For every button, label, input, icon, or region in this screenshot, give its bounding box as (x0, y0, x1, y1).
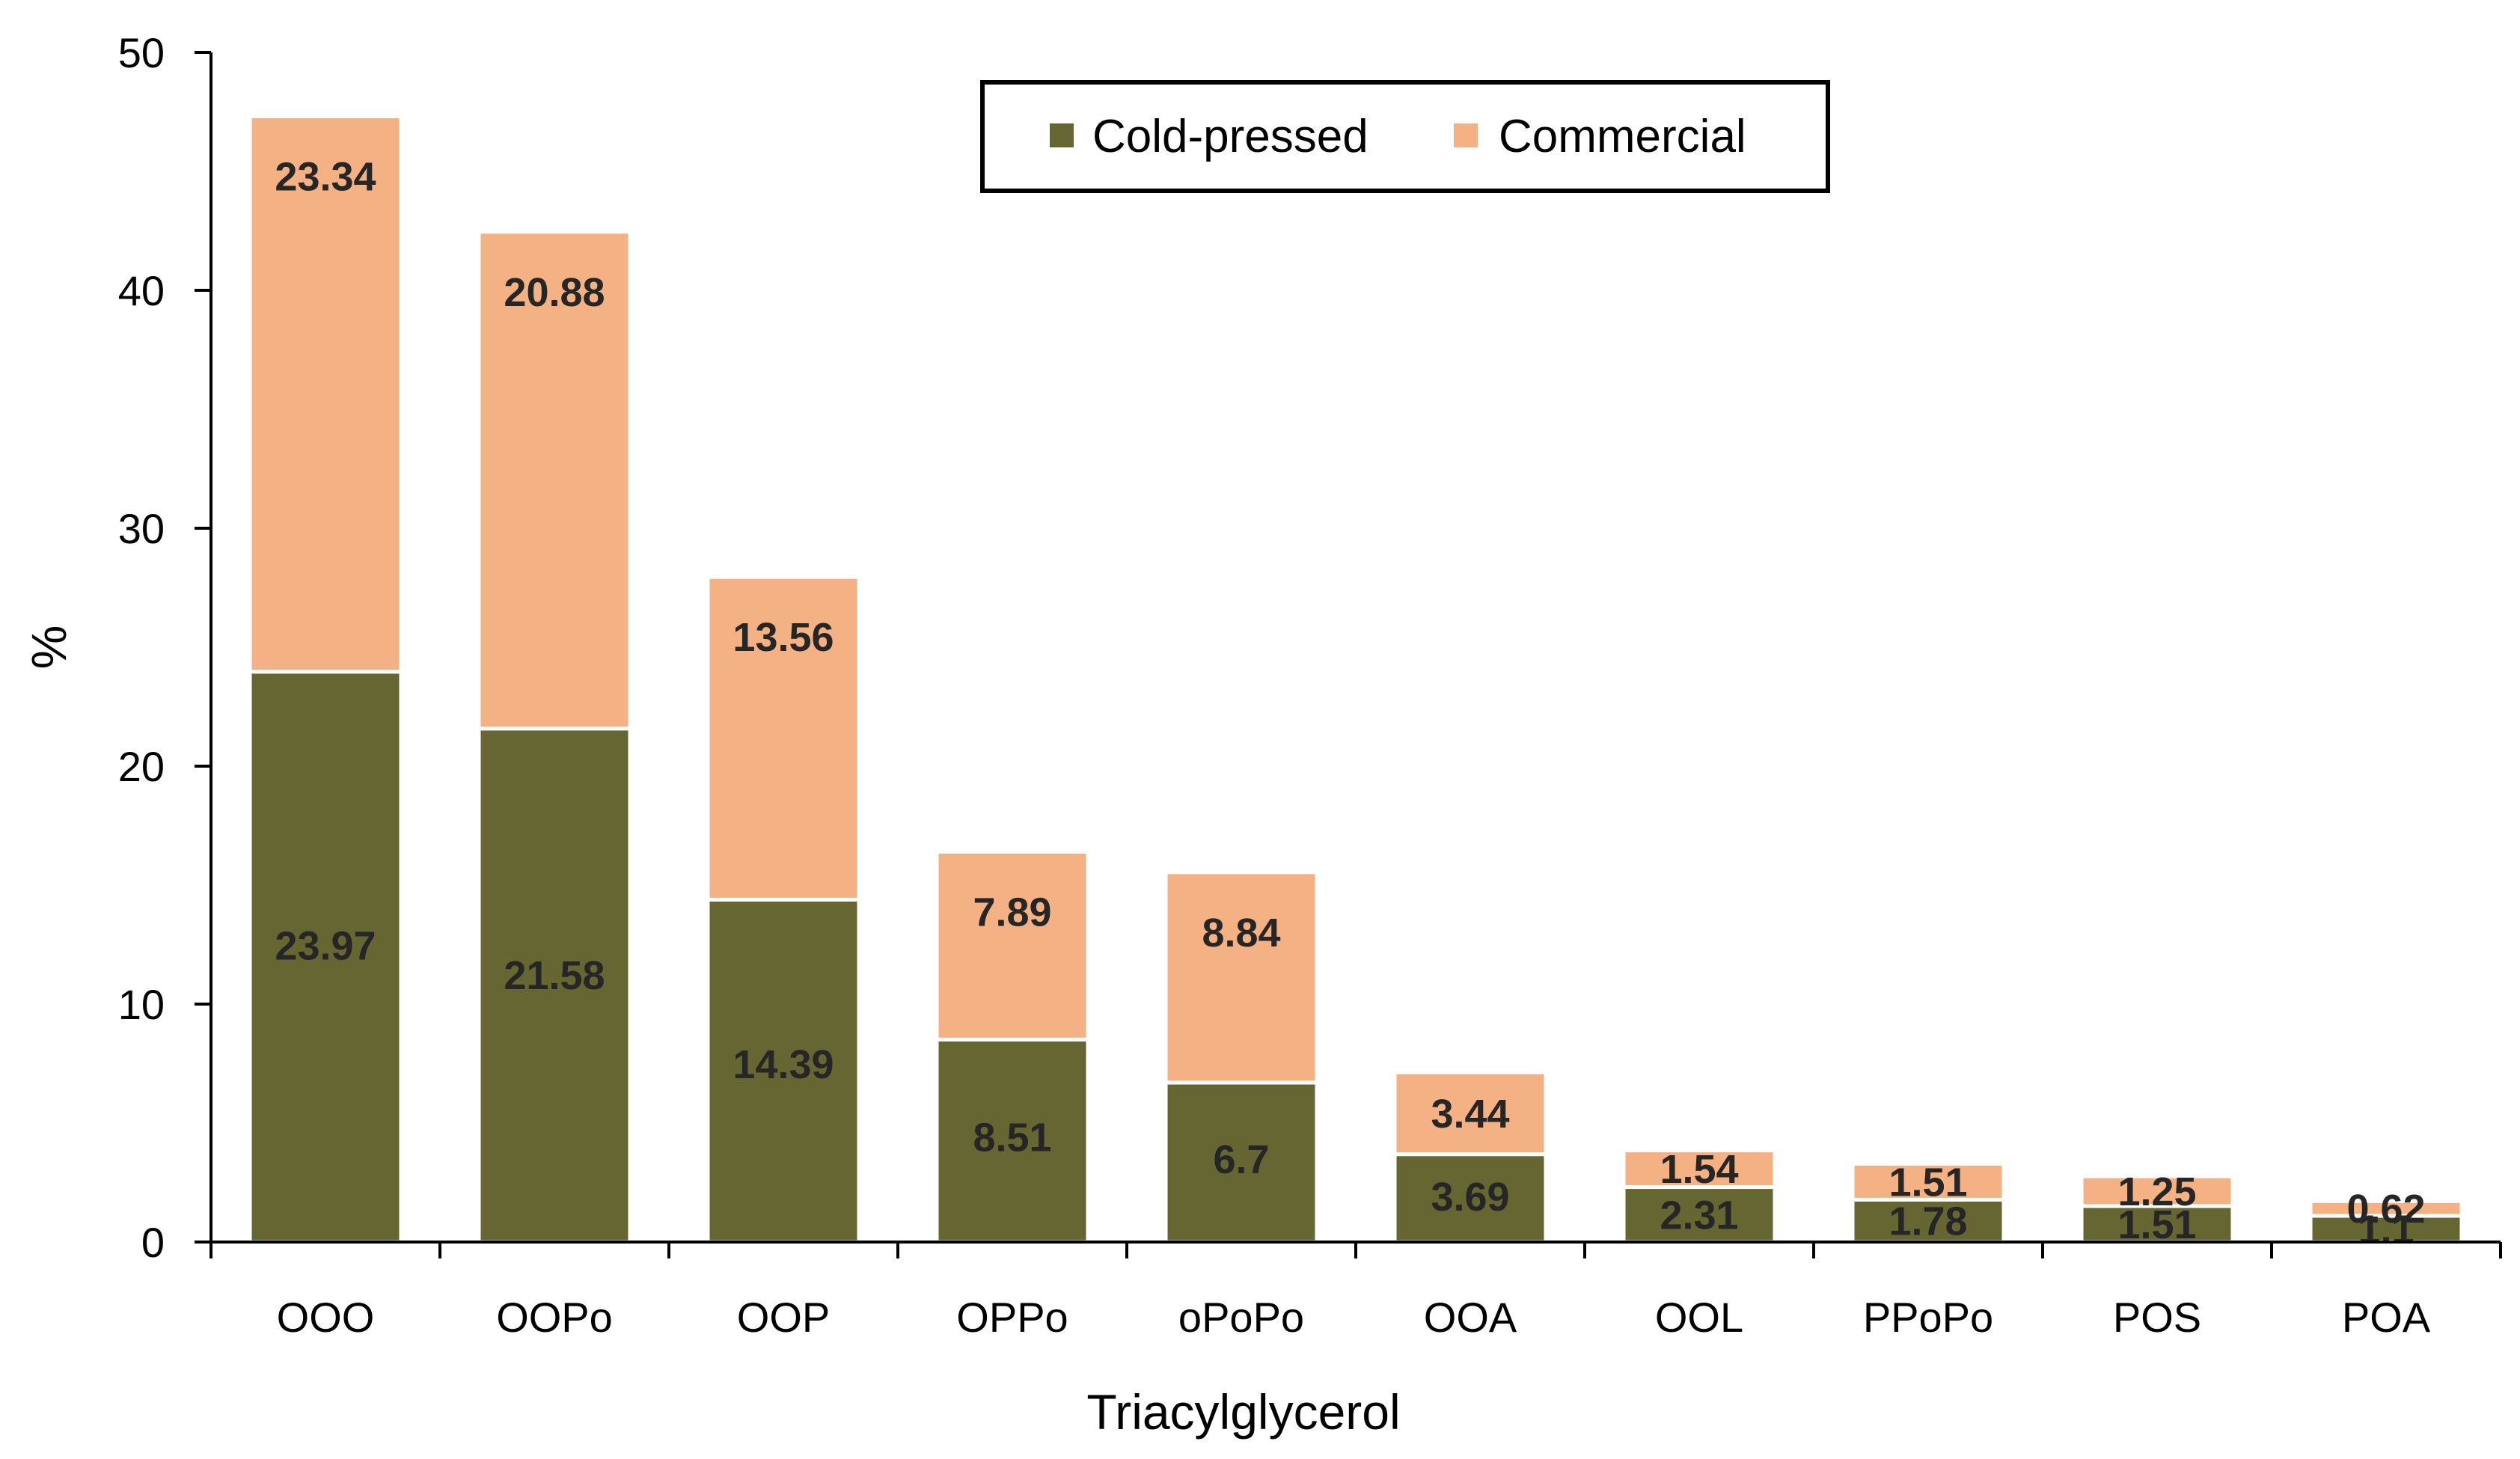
legend-swatch-commercial (1454, 123, 1478, 147)
data-label: 1.51 (1889, 1160, 1967, 1205)
data-label: 6.7 (1213, 1137, 1269, 1182)
bar-commercial (1392, 1070, 1548, 1157)
legend-box (980, 80, 1830, 193)
bar-cold-pressed (248, 670, 403, 1244)
data-label: 7.89 (973, 890, 1051, 935)
data-label: 13.56 (733, 615, 834, 660)
x-axis-title: Triacylglycerol (1086, 1384, 1400, 1440)
data-label: 21.58 (504, 953, 605, 998)
y-tick-label: 40 (118, 267, 165, 314)
legend-label-cold-pressed: Cold-pressed (1092, 111, 1368, 162)
y-tick-label: 10 (118, 981, 165, 1028)
y-tick-label: 30 (118, 505, 165, 552)
data-labels-layer: 23.97 23.34 21.58 20.88 14.39 13.56 8.51 7.89 6.… (275, 155, 2425, 1252)
y-tick-label: 0 (141, 1219, 165, 1266)
bar-commercial (1850, 1161, 2006, 1202)
legend-label-commercial: Commercial (1499, 111, 1746, 162)
y-axis-title: % (21, 625, 76, 670)
bars-layer (248, 114, 2464, 1244)
bar-commercial (248, 114, 403, 674)
x-tick-label: OOO (277, 1294, 375, 1341)
x-tick-label: OOL (1655, 1294, 1743, 1341)
x-tick-label: POS (2113, 1294, 2201, 1341)
x-tick-label: OOP (737, 1294, 830, 1341)
x-tick-label: OOA (1424, 1294, 1517, 1341)
y-ticks: 0 10 20 30 40 50 (118, 29, 211, 1266)
data-label: 3.69 (1431, 1175, 1509, 1220)
data-label: 3.44 (1431, 1092, 1509, 1137)
data-label: 1.1 (2358, 1208, 2414, 1252)
x-tick-label: POA (2342, 1294, 2431, 1341)
data-label: 14.39 (733, 1042, 834, 1087)
x-tick-label: OOPo (496, 1294, 613, 1341)
data-label: 8.84 (1202, 911, 1280, 955)
data-label: 23.34 (275, 155, 376, 200)
bar-commercial (935, 849, 1090, 1042)
data-label: 1.51 (2117, 1202, 2196, 1247)
x-tick-label: oPoPo (1178, 1294, 1304, 1341)
bar-commercial (706, 575, 861, 902)
x-tick-label: OPPo (956, 1294, 1068, 1341)
data-label: 0.62 (2346, 1187, 2425, 1232)
data-label: 1.25 (2117, 1169, 2196, 1214)
bar-cold-pressed (2079, 1204, 2235, 1244)
bar-commercial (2079, 1174, 2235, 1208)
bar-commercial (1621, 1148, 1777, 1190)
bar-commercial (1163, 870, 1319, 1085)
data-label: 23.97 (275, 924, 376, 969)
data-label: 8.51 (973, 1115, 1051, 1160)
bar-commercial (477, 230, 632, 731)
data-label: 1.54 (1660, 1147, 1738, 1192)
data-label: 2.31 (1660, 1193, 1738, 1238)
y-tick-label: 20 (118, 743, 165, 790)
bar-cold-pressed (1392, 1152, 1548, 1244)
legend-swatch-cold-pressed (1050, 123, 1074, 147)
data-label: 1.78 (1889, 1199, 1967, 1244)
x-ticks: OOO OOPo OOP OPPo oPoPo OOA OOL PPoPo POS POA (210, 1242, 2502, 1341)
x-tick-label: PPoPo (1863, 1294, 1993, 1341)
data-label: 20.88 (504, 270, 605, 315)
y-tick-label: 50 (118, 29, 165, 76)
legend: Cold-pressed Commercial (980, 80, 1830, 193)
bar-commercial (2308, 1199, 2464, 1218)
